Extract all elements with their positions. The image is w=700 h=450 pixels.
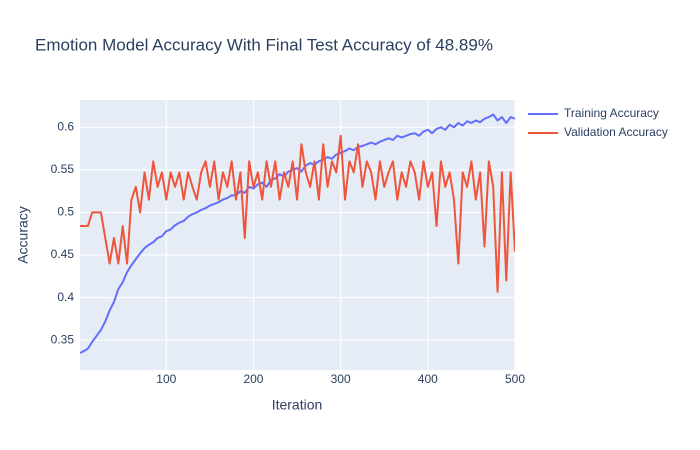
- legend-label: Training Accuracy: [564, 106, 659, 120]
- chart-title: Emotion Model Accuracy With Final Test A…: [35, 35, 493, 54]
- x-tick-label: 400: [418, 372, 438, 386]
- lines: [80, 113, 515, 354]
- y-tick-label: 0.35: [51, 332, 75, 346]
- x-tick-label: 500: [505, 372, 525, 386]
- x-tick-label: 100: [156, 372, 176, 386]
- y-tick-label: 0.5: [57, 205, 74, 219]
- plot-area: [80, 100, 515, 370]
- data-line: [80, 113, 515, 354]
- data-line: [80, 134, 515, 293]
- x-axis-title: Iteration: [272, 397, 323, 413]
- x-tick-label: 200: [243, 372, 263, 386]
- y-tick-label: 0.4: [57, 290, 74, 304]
- x-tick-label: 300: [331, 372, 351, 386]
- y-tick-label: 0.6: [57, 119, 74, 133]
- y-tick-label: 0.45: [51, 247, 75, 261]
- legend-label: Validation Accuracy: [564, 125, 668, 139]
- y-axis-title: Accuracy: [15, 206, 31, 264]
- y-tick-label: 0.55: [51, 162, 75, 176]
